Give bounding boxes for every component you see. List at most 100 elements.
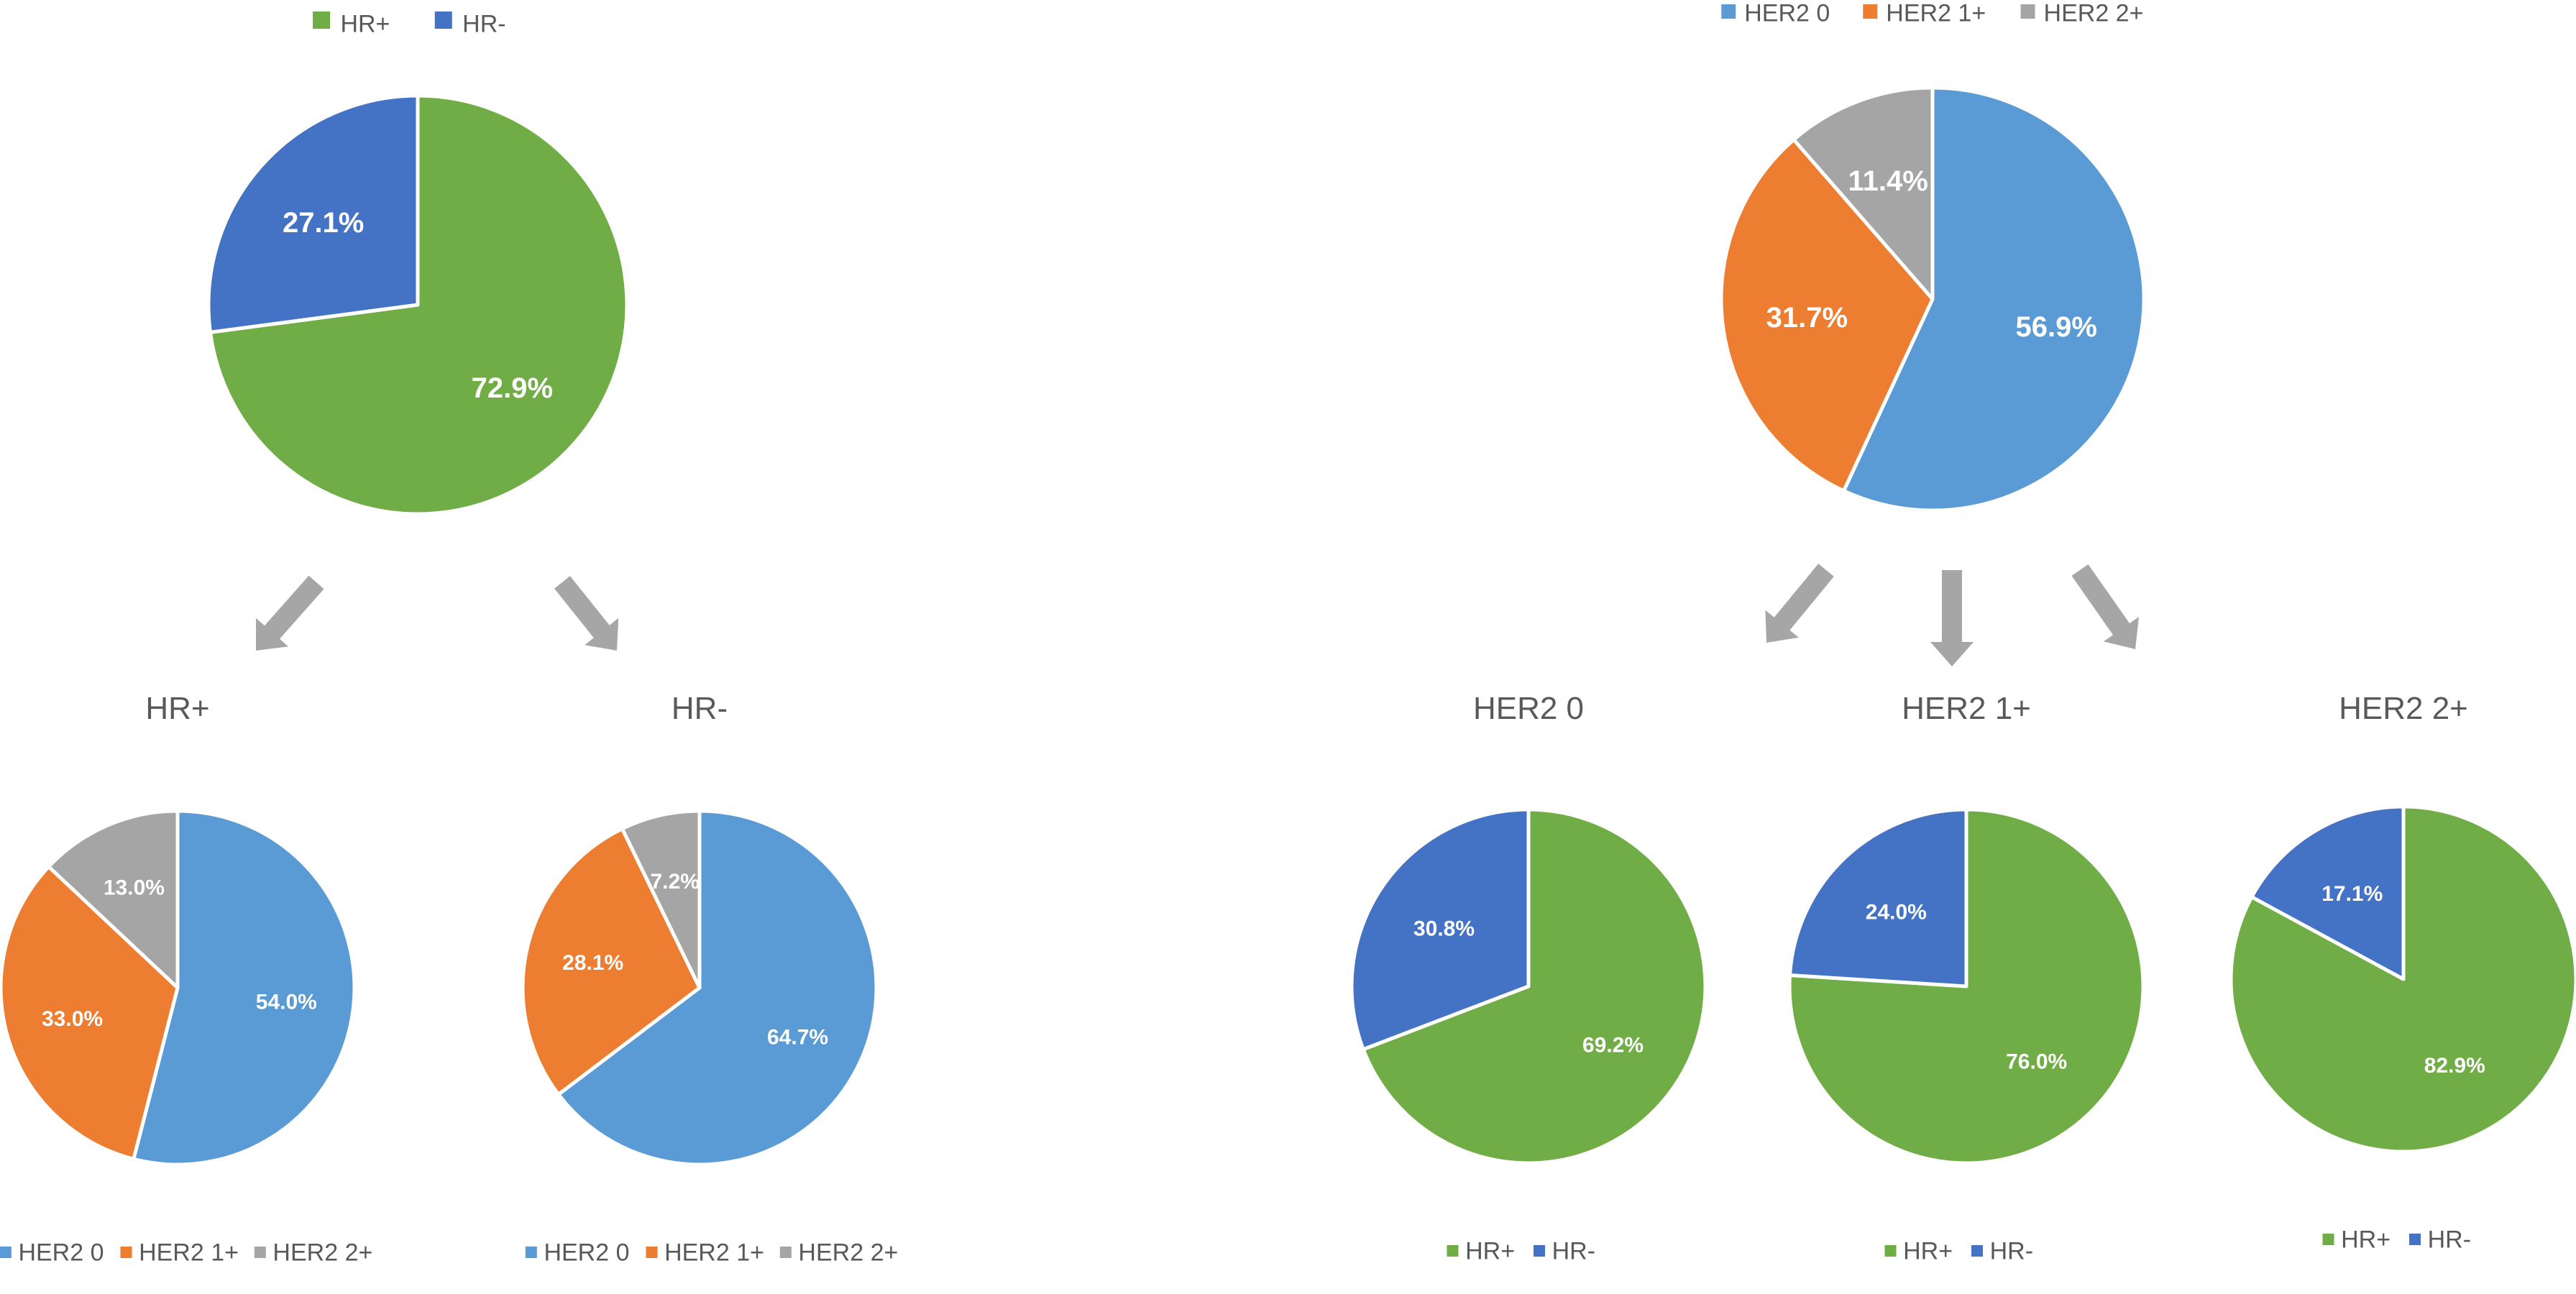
pie-slice-hrpos (1361, 807, 1708, 1165)
legend-swatch (0, 1247, 12, 1258)
arrow-down-her2-1-icon (1930, 570, 1974, 666)
pie-slice-hrpos (1787, 807, 2145, 1165)
arrow-down-left-her2-0-icon (1765, 564, 1834, 643)
legend-swatch (1971, 1245, 1984, 1257)
pie-slice-hrneg (1349, 807, 1531, 1052)
pie-slice-her2-1pos (1719, 137, 1935, 493)
slice-data-label: 13.0% (104, 876, 165, 900)
legend-item-her2-2pos: HER2 2+ (254, 1239, 372, 1267)
pie-slice-hrneg (1787, 807, 1968, 988)
slice-data-label: 69.2% (1582, 1033, 1644, 1057)
legend-label: HER2 2+ (2044, 0, 2144, 27)
slice-data-label: 11.4% (1848, 165, 1928, 197)
legend-swatch (1447, 1245, 1459, 1257)
legend-label: HER2 0 (1744, 0, 1830, 27)
flow-arrows (256, 564, 2140, 666)
legend-swatch (646, 1247, 658, 1258)
legend-swatch (779, 1247, 792, 1258)
legend-label: HR- (2428, 1226, 2471, 1254)
pie-slice-her2-1pos (0, 865, 180, 1161)
legend-label: HR+ (1465, 1238, 1515, 1265)
legend-label: HER2 2+ (798, 1239, 898, 1267)
pie-chart-her2-0: HER2 0 69.2% 30.8% HR+ HR- (1349, 691, 1708, 1265)
legend-label: HR- (462, 11, 505, 38)
legend-swatch (434, 12, 452, 29)
legend-label: HR+ (2341, 1226, 2391, 1254)
slice-data-label: 27.1% (283, 207, 364, 239)
arrow-down-right-hrneg-icon (554, 576, 619, 651)
legend-item-hrneg: HR- (1534, 1238, 1595, 1265)
chart-legend: HR+ HR- (313, 11, 506, 38)
legend-label: HER2 1+ (1886, 0, 1986, 27)
legend-item-her2-0: HER2 0 (1721, 0, 1830, 27)
slice-data-label: 72.9% (472, 372, 553, 404)
pie-slice-her2-1pos (521, 827, 702, 1096)
slice-data-label: 33.0% (42, 1007, 103, 1031)
chart-title: HER2 0 (1473, 691, 1584, 726)
pie-chart-hrneg: HR- 64.7% 28.1% 7.2% HER2 0 HER2 1+ HER2 2+ (521, 691, 898, 1267)
legend-label: HER2 1+ (664, 1239, 764, 1267)
chart-legend: HR+ HR- (1884, 1238, 2033, 1265)
chart-legend: HER2 0 HER2 1+ HER2 2+ (525, 1239, 898, 1267)
legend-swatch (1534, 1245, 1546, 1257)
legend-item-hrneg: HR- (1971, 1238, 2033, 1265)
legend-swatch (254, 1247, 266, 1258)
arrow-down-right-her2-2-icon (2071, 564, 2140, 649)
pie-chart-hrpos: HR+ 54.0% 33.0% 13.0% HER2 0 HER2 1+ HER2 2+ (0, 691, 372, 1267)
pie-chart-overall-0: 72.9% 27.1% HR+ HR- (206, 11, 629, 516)
legend-swatch (1884, 1245, 1897, 1257)
legend-item-her2-2pos: HER2 2+ (779, 1239, 898, 1267)
legend-label: HR- (1552, 1238, 1595, 1265)
chart-title: HR+ (145, 691, 209, 726)
slice-data-label: 56.9% (2016, 311, 2097, 343)
legend-label: HER2 2+ (272, 1239, 372, 1267)
legend-item-hrpos: HR+ (1447, 1238, 1515, 1265)
legend-label: HER2 0 (18, 1239, 104, 1267)
pie-chart-her2-1pos: HER2 1+ 76.0% 24.0% HR+ HR- (1787, 691, 2145, 1265)
slice-data-label: 82.9% (2424, 1054, 2485, 1078)
legend-item-her2-2pos: HER2 2+ (2020, 0, 2144, 27)
chart-title: HR- (671, 691, 728, 726)
legend-swatch (1721, 4, 1736, 19)
chart-title: HER2 2+ (2339, 691, 2468, 726)
pie-slice-her2-2pos (1792, 86, 1935, 301)
chart-legend: HER2 0 HER2 1+ HER2 2+ (1721, 0, 2143, 27)
pie-slice-hrneg (206, 93, 420, 334)
legend-label: HER2 0 (544, 1239, 629, 1267)
legend-swatch (2409, 1234, 2421, 1245)
chart-title: HER2 1+ (1902, 691, 2031, 726)
slice-data-label: 64.7% (767, 1025, 828, 1049)
legend-item-hrpos: HR+ (1884, 1238, 1953, 1265)
legend-item-hrpos: HR+ (313, 11, 390, 38)
pie-slice-her2-0 (556, 809, 879, 1167)
legend-swatch (2020, 4, 2035, 19)
legend-item-her2-0: HER2 0 (525, 1239, 630, 1267)
arrow-down-left-hrpos-icon (256, 575, 324, 651)
legend-label: HR+ (340, 11, 390, 38)
slice-data-label: 24.0% (1866, 900, 1927, 924)
legend-item-hrpos: HR+ (2322, 1226, 2391, 1254)
pie-slice-hrpos (2229, 804, 2576, 1154)
legend-label: HER2 1+ (139, 1239, 239, 1267)
legend-label: HR+ (1903, 1238, 1953, 1265)
pie-chart-her2-2pos: HER2 2+ 82.9% 17.1% HR+ HR- (2229, 691, 2576, 1254)
pie-chart-overall-3: 56.9% 31.7% 11.4% HER2 0 HER2 1+ HER2 2+ (1719, 0, 2146, 513)
chart-legend: HR+ HR- (1447, 1238, 1595, 1265)
slice-data-label: 30.8% (1413, 917, 1475, 941)
legend-label: HR- (1990, 1238, 2033, 1265)
legend-swatch (2322, 1234, 2334, 1245)
chart-legend: HR+ HR- (2322, 1226, 2471, 1254)
legend-swatch (120, 1247, 132, 1258)
legend-swatch (525, 1247, 537, 1258)
legend-item-her2-0: HER2 0 (0, 1239, 104, 1267)
legend-swatch (1863, 4, 1878, 19)
pie-slice-her2-2pos (620, 809, 702, 990)
slice-data-label: 17.1% (2321, 882, 2383, 906)
legend-item-hrneg: HR- (434, 11, 506, 38)
slice-data-label: 31.7% (1766, 302, 1848, 334)
legend-item-hrneg: HR- (2409, 1226, 2471, 1254)
slice-data-label: 7.2% (651, 870, 700, 894)
slice-data-label: 28.1% (562, 951, 623, 975)
pie-slice-her2-0 (132, 809, 357, 1167)
